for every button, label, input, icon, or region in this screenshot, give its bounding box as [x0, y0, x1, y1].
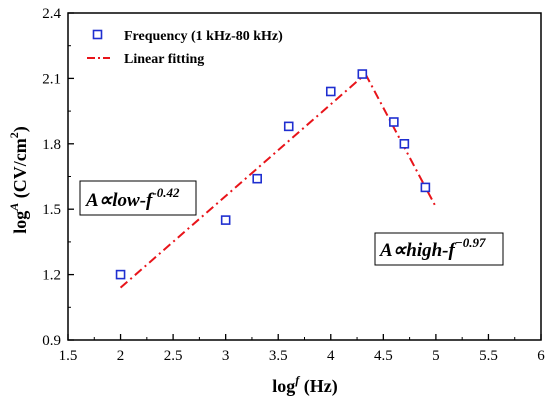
y-tick-label: 1.5	[42, 202, 61, 218]
fit-line-segment	[119, 73, 367, 289]
x-tick-label: 1.5	[59, 348, 78, 364]
y-axis-title-sup2: 2	[7, 132, 21, 138]
legend-label-fitting: Linear fitting	[124, 52, 204, 67]
legend-label-frequency: Frequency (1 kHz-80 kHz)	[124, 29, 283, 44]
x-tick-label: 2	[117, 348, 125, 364]
x-tick-label: 6	[537, 348, 545, 364]
data-point-marker	[399, 139, 410, 149]
x-tick-label: 4	[327, 348, 335, 364]
svg-text:A∝high-f−0.97: A∝high-f−0.97	[379, 235, 486, 261]
y-tick-label: 0.9	[42, 333, 61, 349]
y-axis-title-base: log	[10, 211, 30, 234]
data-point-marker	[325, 86, 336, 97]
annotation-low-exponent: -0.42	[152, 185, 180, 200]
legend-marker-frequency	[92, 29, 103, 40]
annotation-high: A∝high-f−0.97	[374, 232, 504, 266]
data-point-marker	[357, 69, 368, 79]
x-tick-label: 5.5	[479, 348, 498, 364]
annotation-low: A∝low-f-0.42	[79, 180, 197, 216]
x-axis-title-sup: f	[295, 373, 300, 387]
data-point-marker	[283, 121, 294, 132]
y-axis-title-end: )	[10, 126, 31, 132]
svg-text:A∝low-f-0.42: A∝low-f-0.42	[85, 185, 180, 211]
x-tick-label: 3	[222, 348, 230, 364]
data-point-marker	[389, 117, 399, 127]
y-tick-label: 2.1	[42, 71, 61, 87]
data-point-marker	[252, 173, 262, 184]
data-point-marker	[115, 269, 126, 280]
y-tick-label: 1.8	[42, 137, 61, 153]
x-tick-label: 3.5	[269, 348, 288, 364]
fit-lines	[119, 73, 437, 289]
x-axis-title-base: log	[272, 376, 295, 396]
fit-line-segment	[364, 73, 437, 208]
y-axis-title-sup: A	[7, 203, 21, 212]
data-markers	[115, 69, 431, 280]
annotation-high-exponent: −0.97	[455, 235, 486, 250]
y-tick-label: 1.2	[42, 268, 61, 284]
data-point-marker	[420, 182, 431, 193]
y-axis-title: logA (CV/cm2)	[7, 126, 31, 234]
y-axis-title-rest: (CV/cm	[10, 138, 31, 202]
x-tick-label: 5	[432, 348, 440, 364]
x-axis-ticks: 1.5 2 2.5 3 3.5 4 4.5 5 5.5 6	[59, 334, 545, 364]
legend: Frequency (1 kHz-80 kHz) Linear fitting	[87, 29, 283, 67]
annotation-high-prefix: A∝high-f	[379, 240, 456, 261]
x-axis-title-rest: (Hz)	[299, 376, 337, 397]
annotation-low-prefix: A∝low-f	[85, 190, 154, 211]
y-axis-ticks: 0.9 1.2 1.5 1.8 2.1 2.4	[42, 6, 74, 349]
x-tick-label: 2.5	[164, 348, 183, 364]
x-tick-label: 4.5	[374, 348, 393, 364]
data-point-marker	[220, 215, 231, 225]
x-axis-title: logf (Hz)	[272, 373, 338, 397]
y-tick-label: 2.4	[42, 6, 61, 22]
